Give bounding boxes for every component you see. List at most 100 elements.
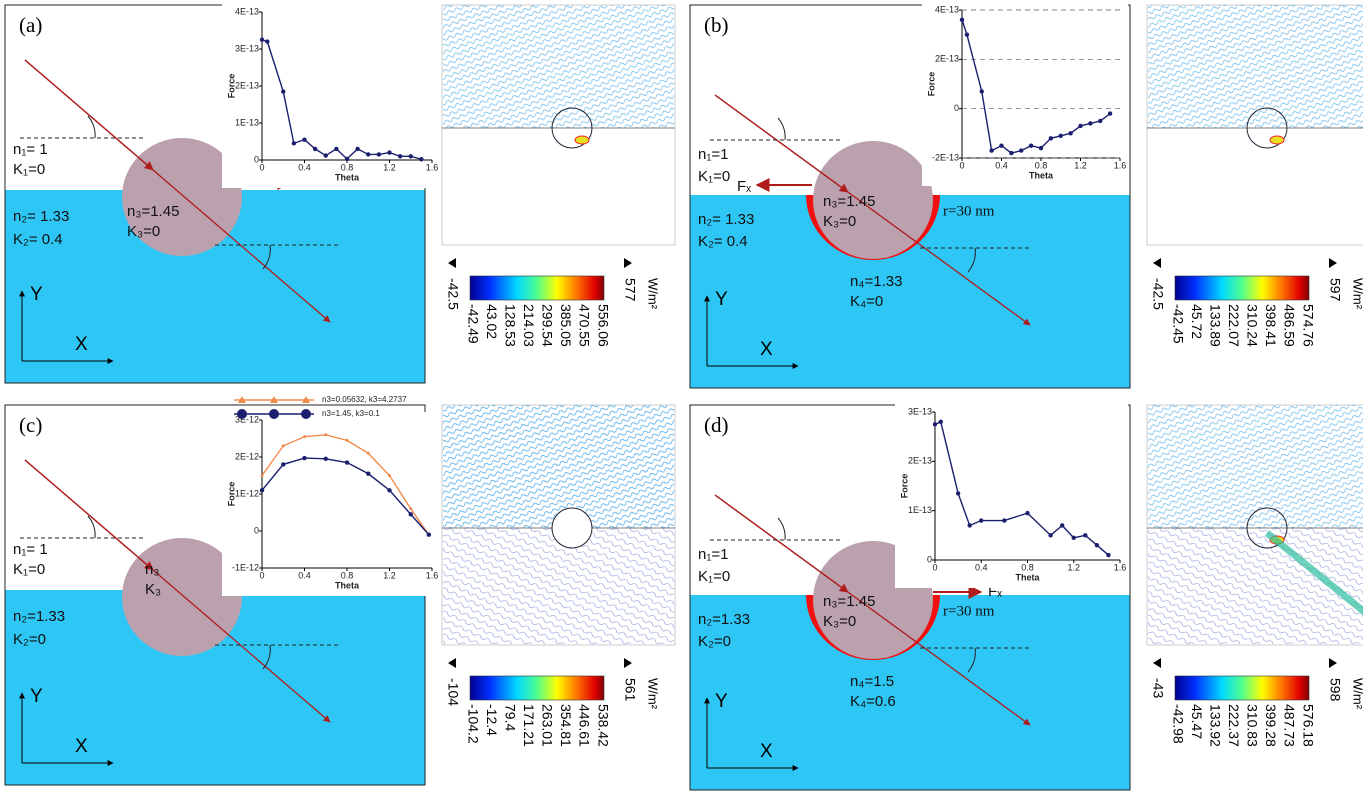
axis-y-label: Y [30, 686, 43, 707]
point [1038, 145, 1044, 151]
point [324, 433, 328, 437]
point [281, 444, 285, 448]
x-tick-label: 0 [932, 562, 937, 572]
legend-marker [269, 409, 279, 419]
point [397, 154, 403, 159]
x-tick-label: 0.8 [1035, 160, 1048, 170]
point [999, 143, 1004, 148]
angle-arc [87, 115, 96, 139]
axis-y-label: Y [715, 289, 728, 310]
panel-label: (b) [704, 13, 729, 37]
cb-tick-label: 470.55 [577, 304, 593, 347]
y-tick-label: 4E-13 [235, 6, 259, 16]
cb-tick-label: 171.21 [521, 704, 537, 747]
field-beam [1264, 530, 1363, 616]
medium-label: K₃=0 [823, 213, 856, 230]
medium-label: n₂=1.33 [698, 611, 750, 628]
medium-label: K₂=0 [698, 633, 731, 650]
point [409, 507, 413, 511]
shell-label: r=30 nm [943, 603, 995, 619]
inset-bg [895, 404, 1128, 588]
field-hotspot [574, 135, 590, 145]
x-tick-label: 0 [259, 162, 264, 172]
point [1094, 543, 1100, 548]
cb-tick-label: 446.61 [577, 704, 593, 747]
field-upper [443, 5, 674, 128]
cb-gradient [469, 275, 605, 301]
legend-marker [238, 396, 246, 403]
ray-arrow [714, 494, 849, 593]
medium-label: K₁=0 [698, 168, 730, 185]
point [334, 146, 339, 152]
point [1048, 136, 1054, 141]
point [345, 438, 349, 442]
point [1009, 150, 1014, 156]
x-tick-label: 0.4 [298, 162, 311, 172]
x-axis-title: Theta [335, 172, 360, 182]
point [1088, 121, 1093, 126]
point [1107, 111, 1113, 116]
x-tick-label: 0.4 [298, 570, 311, 580]
cb-tick-label: 79.4 [502, 704, 518, 731]
medium-label: n₃ [145, 561, 159, 578]
point [366, 451, 370, 455]
cb-tick-label: -104.2 [465, 704, 481, 744]
cb-tick-label: 574.76 [1300, 304, 1316, 347]
cb-tick-label: 133.89 [1207, 304, 1223, 347]
medium-label: K₂=0 [13, 631, 46, 648]
cb-tick-label: -42.45 [1170, 304, 1186, 344]
y-tick-label: 2E-13 [235, 80, 259, 90]
cb-tick-label: 385.05 [558, 304, 574, 347]
series-line [961, 19, 1111, 154]
medium-label: n₁= 1 [13, 141, 48, 158]
point [408, 512, 413, 517]
panel-label: (d) [704, 413, 729, 437]
cb-tick-label: 398.41 [1263, 304, 1279, 347]
x-tick-label: 0.4 [995, 160, 1008, 170]
point [1083, 533, 1088, 538]
y-tick-label: 2E-13 [935, 54, 959, 64]
point [387, 150, 392, 155]
point [1019, 148, 1024, 153]
ray-arrow [24, 59, 154, 171]
medium-label: K₂= 0.4 [13, 231, 63, 248]
cb-tick-label: 310.24 [1245, 304, 1261, 347]
legend-marker [302, 396, 310, 403]
cb-tick-label: -42.49 [465, 304, 481, 344]
legend-marker [270, 396, 278, 403]
medium-label: n₁=1 [698, 146, 729, 163]
cb-tick-label: 128.53 [502, 304, 518, 347]
cb-max: 598 [1327, 678, 1343, 702]
x-tick-label: 1.2 [383, 162, 396, 172]
field-map [441, 404, 676, 646]
medium-label: K₂= 0.4 [698, 233, 748, 250]
field-upper [1148, 5, 1363, 128]
medium-label: n₃=1.45 [823, 593, 875, 610]
y-tick-label: 1E-12 [235, 488, 259, 498]
field-map [441, 4, 676, 246]
y-tick-label: 2E-13 [908, 456, 932, 466]
cb-unit: W/m² [646, 278, 661, 310]
point [259, 37, 265, 42]
y-tick-label: 3E-13 [908, 406, 932, 416]
point [303, 435, 306, 439]
field-lower [443, 528, 674, 644]
cb-tick-label: 399.28 [1263, 704, 1279, 747]
legend-marker [237, 409, 247, 419]
angle-arc [777, 517, 786, 541]
medium-label: K₁=0 [13, 561, 45, 578]
cb-tick-label: 45.72 [1189, 304, 1205, 339]
point [938, 419, 943, 425]
point [1002, 518, 1007, 523]
point [1048, 533, 1053, 538]
point [376, 152, 382, 157]
shell-label: r=30 nm [943, 203, 995, 219]
cb-tick-label: -42.98 [1170, 704, 1186, 744]
medium-label: K₁=0 [698, 568, 730, 585]
x-axis-title: Theta [1029, 170, 1054, 180]
y-tick-label: 4E-13 [935, 4, 959, 14]
medium-label: K₁=0 [13, 161, 45, 178]
medium-label: n₂= 1.33 [698, 211, 754, 228]
point [1068, 131, 1073, 136]
